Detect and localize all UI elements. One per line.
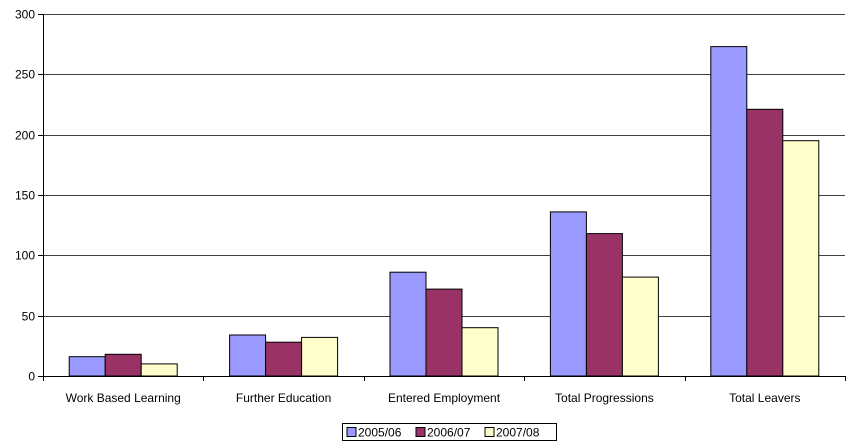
axes: 0 50 100 150 200 250 300 Work Based Learning Fur…: [15, 8, 846, 405]
y-tick-label: 0: [28, 370, 35, 384]
legend-label-2: 2007/08: [496, 426, 540, 440]
bar-2005-06-2: [389, 271, 427, 377]
y-tick-label: 150: [15, 189, 35, 203]
y-tick-label: 300: [15, 8, 35, 22]
y-tick-label: 200: [15, 129, 35, 143]
bar-2006-07-1: [265, 341, 303, 377]
bar-2007-08-2: [461, 327, 499, 377]
bar-2007-08-4: [782, 140, 820, 377]
bar-2005-06-4: [710, 46, 748, 377]
x-tick-label: Further Education: [236, 391, 331, 405]
bar-2007-08-0: [140, 363, 178, 377]
x-tick-label: Total Leavers: [729, 391, 800, 405]
bar-2006-07-0: [104, 353, 142, 377]
bar-2007-08-1: [301, 336, 339, 377]
bar-2005-06-1: [229, 334, 267, 377]
legend: 2005/06 2006/07 2007/08: [342, 423, 557, 441]
bar-2006-07-3: [585, 233, 623, 377]
legend-label-1: 2006/07: [427, 426, 471, 440]
y-tick-label: 100: [15, 249, 35, 263]
bar-2007-08-3: [621, 276, 659, 377]
x-tick-label: Entered Employment: [388, 391, 501, 405]
legend-swatch-0: [346, 427, 357, 437]
bars: [68, 46, 820, 377]
bar-2006-07-4: [746, 108, 784, 377]
legend-label-0: 2005/06: [358, 426, 402, 440]
bar-2005-06-3: [549, 211, 587, 377]
legend-swatch-1: [415, 427, 426, 437]
x-tick-label: Total Progressions: [555, 391, 654, 405]
bar-2006-07-2: [425, 288, 463, 377]
bar-2005-06-0: [68, 356, 106, 377]
y-tick-label: 250: [15, 68, 35, 82]
x-tick-label: Work Based Learning: [66, 391, 181, 405]
legend-swatch-2: [484, 427, 495, 437]
y-tick-label: 50: [22, 310, 36, 324]
